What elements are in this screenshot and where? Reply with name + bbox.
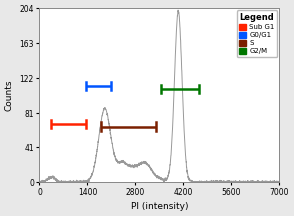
Y-axis label: Counts: Counts: [5, 79, 14, 111]
X-axis label: PI (intensity): PI (intensity): [131, 202, 188, 211]
Legend: Sub G1, G0/G1, S, G2/M: Sub G1, G0/G1, S, G2/M: [237, 10, 277, 57]
